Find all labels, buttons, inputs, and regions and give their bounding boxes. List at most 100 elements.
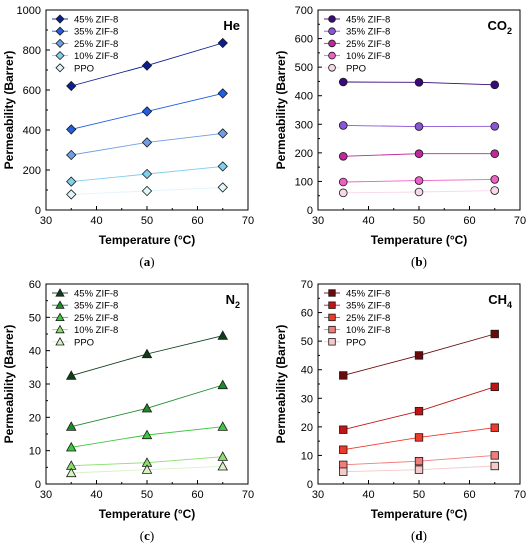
legend-entry: PPO [74,337,94,348]
legend-marker [328,39,336,48]
legend-marker [328,27,336,36]
chart-panel-1: 30 40 50 60 70 0 200 400 600 800 1000 Temperature (… [2,5,254,269]
data-point [414,176,424,185]
data-point [414,77,424,87]
data-point [414,149,424,159]
x-tick-label: 30 [40,489,52,501]
y-axis-title: Permeability (Barrer) [274,51,288,170]
data-point [217,421,229,431]
data-point [141,402,153,413]
data-point [490,329,499,339]
gas-label-subscript: 2 [235,300,240,310]
gas-label-subscript: 4 [507,300,512,310]
legend-entry: 45% ZIF-8 [346,289,390,300]
legend-entry: 25% ZIF-8 [74,39,118,50]
y-tick-label: 600 [295,34,313,46]
y-tick-label: 50 [29,312,41,324]
legend-marker [55,63,65,73]
legend-entry: 25% ZIF-8 [346,313,390,324]
data-point [490,175,500,184]
data-point [339,460,348,470]
legend-marker [328,51,336,60]
panel-label: (b) [411,254,427,269]
data-point [338,151,348,161]
data-point [490,80,500,90]
legend-marker [328,325,336,334]
x-axis-title: Temperature (°C) [99,233,196,247]
data-point [414,406,424,416]
y-tick-label: 70 [301,279,313,291]
legend-entry: 25% ZIF-8 [346,39,390,50]
data-point [490,382,499,392]
y-tick-label: 100 [295,176,313,188]
y-tick-label: 500 [295,62,313,74]
data-point [66,124,77,135]
legend-marker [55,300,65,309]
y-tick-label: 200 [23,165,41,177]
data-point [141,429,153,440]
y-tick-label: 0 [35,205,41,217]
x-tick-label: 50 [413,489,425,501]
x-tick-label: 40 [90,489,102,501]
data-point [414,456,424,466]
legend-marker [328,313,336,322]
data-point [338,121,348,130]
y-tick-label: 200 [295,148,313,160]
data-point [414,187,424,197]
data-point [217,182,228,193]
y-tick-label: 20 [301,422,313,434]
legend-entry: 35% ZIF-8 [74,27,118,38]
x-tick-label: 70 [242,489,254,501]
data-point [339,425,348,434]
legend-marker [328,338,336,346]
legend-entry: PPO [346,337,366,348]
data-point [338,177,348,187]
data-point [66,149,77,161]
legend-marker [55,324,65,334]
data-point [217,37,228,49]
legend-entry: 10% ZIF-8 [74,325,118,336]
gas-label: CH4 [488,292,512,310]
y-tick-label: 700 [295,5,313,17]
y-tick-label: 60 [29,279,41,291]
x-axis-title: Temperature (°C) [99,507,196,521]
data-point [490,451,499,460]
chart-panel-4: 30 40 50 60 70 0 10 20 30 40 50 60 70 Temperature (°C… [274,279,526,543]
legend-marker [55,14,65,24]
gas-label-subscript: 2 [507,26,512,36]
data-point [141,137,153,148]
data-point [414,465,424,474]
data-point [414,122,424,131]
legend-marker [55,288,65,297]
x-tick-label: 60 [191,215,203,227]
legend-entry: 10% ZIF-8 [346,51,390,62]
x-tick-label: 30 [312,215,324,227]
data-point [217,128,228,139]
data-point [66,176,77,187]
legend-entry: 10% ZIF-8 [74,51,118,62]
data-point [141,168,153,180]
y-axis-title: Permeability (Barrer) [2,51,16,170]
data-point [217,330,229,340]
y-tick-label: 0 [35,479,41,491]
data-point [141,464,153,474]
data-point [65,370,77,380]
legend-marker [55,312,65,322]
legend-marker [328,15,336,23]
data-point [490,461,499,471]
y-tick-label: 30 [301,393,313,405]
data-point [217,161,228,172]
gas-label-main: CH [488,292,507,307]
data-point [490,121,500,131]
data-point [339,445,348,454]
data-point [217,460,229,471]
y-tick-label: 400 [295,91,313,103]
y-tick-label: 1000 [17,5,41,17]
y-tick-label: 300 [295,119,313,131]
chart-panel-2: 30 40 50 60 700100200300400500600700Temperat… [274,5,526,269]
x-tick-label: 30 [40,215,52,227]
y-axis-title: Permeability (Barrer) [274,325,288,444]
chart-panel-3: 30 40 50 60 70 0 10 20 30 40 50 60 Temperature (°C) P… [2,279,254,543]
panel-label: (d) [411,528,427,543]
